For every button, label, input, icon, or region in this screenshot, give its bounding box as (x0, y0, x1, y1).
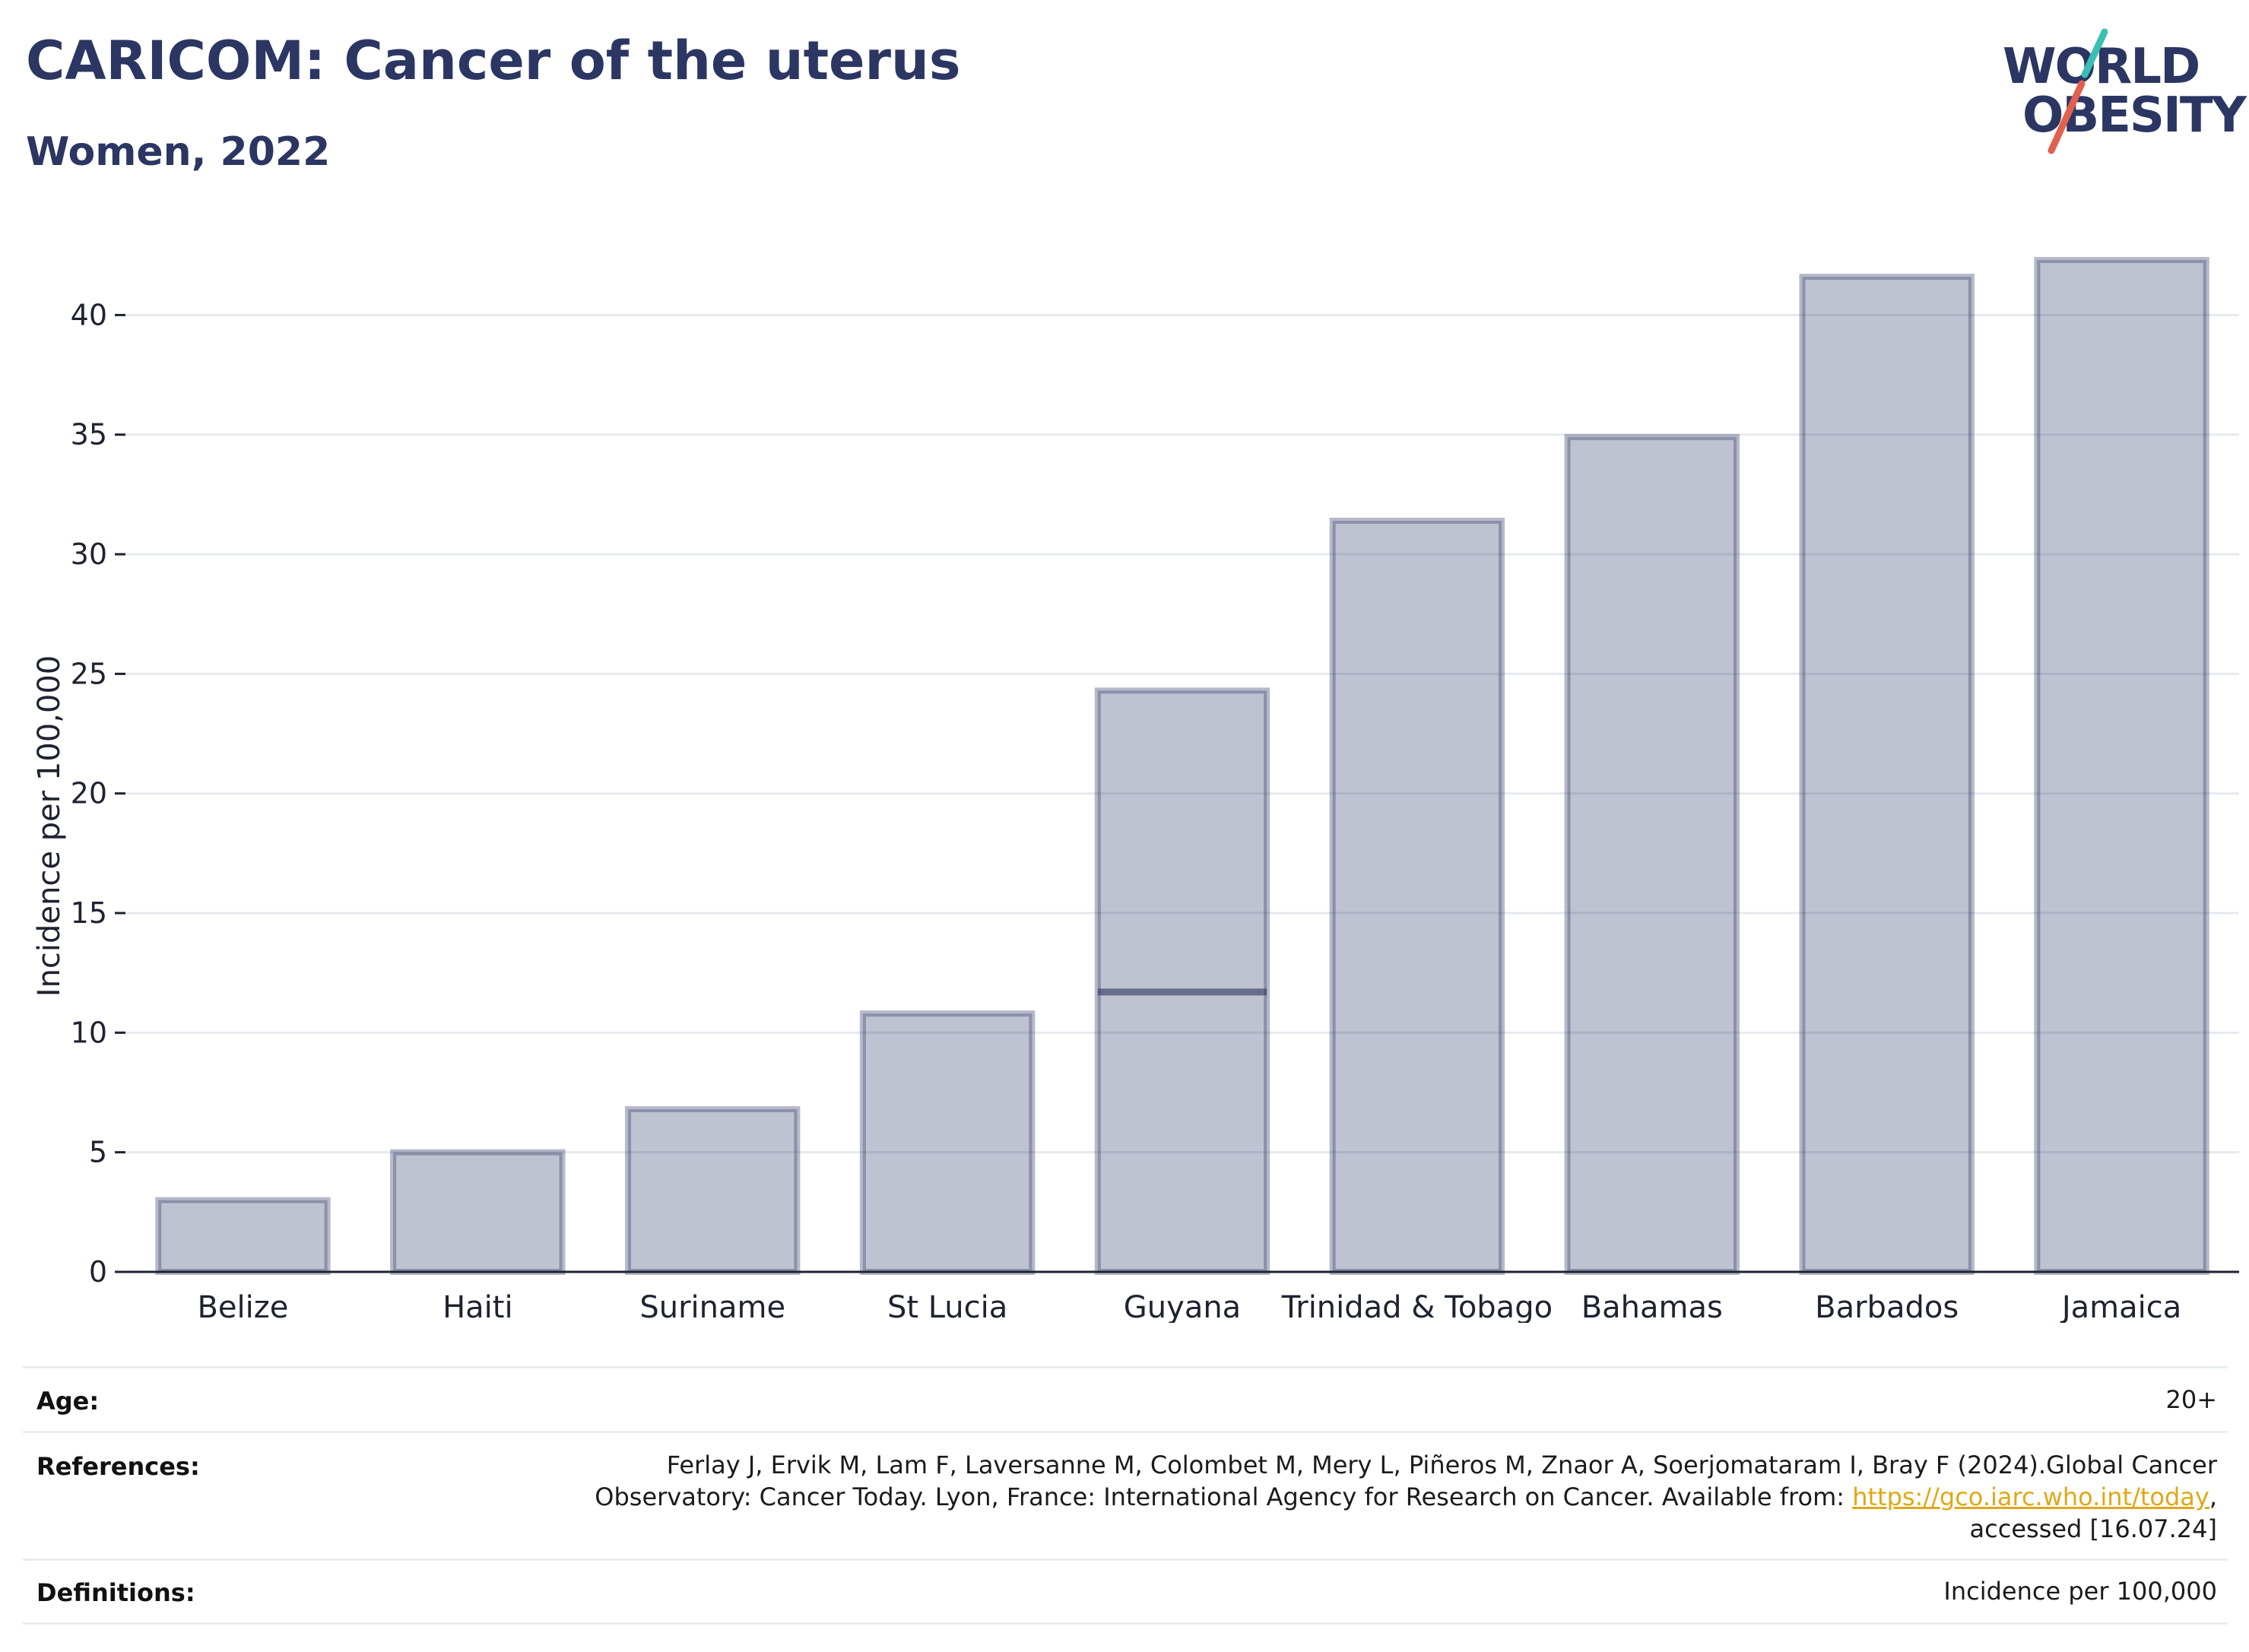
x-tick-label: Bahamas (1581, 1290, 1723, 1323)
grid-lines (125, 313, 2239, 1154)
x-tick-label: Belize (197, 1290, 288, 1323)
x-tick-label: Haiti (443, 1290, 513, 1323)
x-tick-label: Guyana (1124, 1290, 1241, 1323)
bar-suriname (625, 1106, 801, 1276)
world-obesity-logo: WORLD OBESITY (1992, 21, 2247, 162)
y-tick-label: 30 (71, 537, 107, 571)
references-link[interactable]: https://gco.iarc.who.int/today (1852, 1482, 2209, 1511)
references-line-2-end: , (2209, 1482, 2217, 1511)
bar-jamaica (2034, 257, 2209, 1275)
age-value: 20+ (2165, 1385, 2217, 1414)
references-line-2: Observatory: Cancer Today. Lyon, France:… (595, 1481, 2217, 1513)
y-tick-label: 0 (89, 1255, 107, 1289)
y-tick-label: 20 (71, 777, 107, 810)
chart-title: CARICOM: Cancer of the uterus (26, 30, 961, 92)
x-tick-label: St Lucia (887, 1290, 1007, 1323)
age-label: Age: (36, 1387, 100, 1416)
chart-metadata: Age: 20+ References: Ferlay J, Ervik M, … (23, 1366, 2228, 1625)
y-tick-label: 35 (71, 418, 107, 452)
logo-slash-icon (2048, 28, 2108, 154)
definitions-label: Definitions: (36, 1578, 195, 1607)
meta-divider (23, 1622, 2228, 1625)
y-tick-label: 40 (71, 298, 107, 331)
references-line-3: accessed [16.07.24] (1969, 1514, 2217, 1543)
bar-trinidad-tobago (1329, 517, 1505, 1275)
meta-divider (23, 1431, 2228, 1433)
logo-line-1: WORLD (2003, 39, 2200, 95)
y-tick-label: 5 (89, 1136, 107, 1169)
bar-haiti (390, 1149, 566, 1276)
definitions-value: Incidence per 100,000 (1943, 1577, 2217, 1606)
bar-bahamas (1564, 433, 1740, 1275)
references-label: References: (36, 1452, 200, 1481)
meta-divider (23, 1558, 2228, 1561)
chart-subtitle: Women, 2022 (26, 129, 331, 175)
references-value: Ferlay J, Ervik M, Lam F, Laversanne M, … (595, 1449, 2217, 1545)
bar-guyana (1094, 687, 1270, 1275)
axes: 0 5 10 15 20 25 30 35 40 Belize Haiti Suriname St Lu… (71, 298, 2239, 1323)
x-tick-label: Barbados (1815, 1290, 1959, 1323)
bar-st-lucia (859, 1010, 1036, 1275)
bar-chart: 0 5 10 15 20 25 30 35 40 Belize Haiti Suriname St Lu… (32, 257, 2239, 1323)
references-line-2-text: Observatory: Cancer Today. Lyon, France:… (595, 1482, 1853, 1511)
bar-belize (155, 1197, 331, 1275)
bar-barbados (1799, 274, 1975, 1276)
y-tick-label: 15 (71, 896, 107, 930)
x-tick-label: Trinidad & Tobago (1281, 1290, 1553, 1323)
x-tick-label: Jamaica (2060, 1290, 2181, 1323)
x-tick-label: Suriname (639, 1290, 785, 1323)
references-line-1: Ferlay J, Ervik M, Lam F, Laversanne M, … (666, 1451, 2217, 1479)
y-tick-label: 25 (71, 657, 107, 690)
y-axis-label: Incidence per 100,000 (32, 655, 67, 997)
bars (155, 257, 2209, 1276)
y-tick-label: 10 (71, 1016, 107, 1049)
